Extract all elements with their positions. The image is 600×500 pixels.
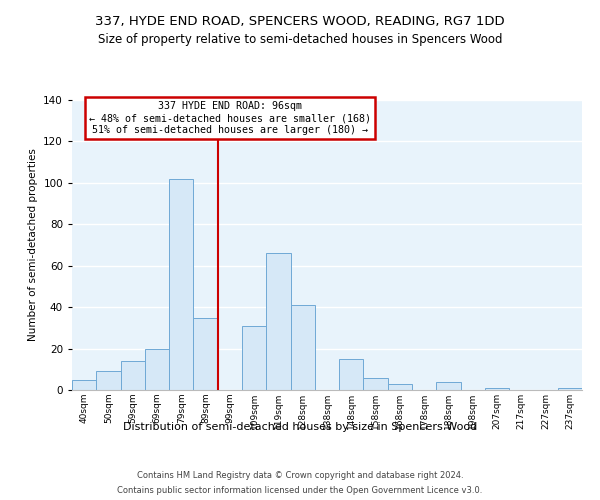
Bar <box>485 388 509 390</box>
Bar <box>388 384 412 390</box>
Bar <box>266 254 290 390</box>
Bar <box>242 326 266 390</box>
Bar <box>96 372 121 390</box>
Bar <box>436 382 461 390</box>
Bar <box>193 318 218 390</box>
Text: Distribution of semi-detached houses by size in Spencers Wood: Distribution of semi-detached houses by … <box>123 422 477 432</box>
Text: Size of property relative to semi-detached houses in Spencers Wood: Size of property relative to semi-detach… <box>98 32 502 46</box>
Bar <box>364 378 388 390</box>
Bar <box>290 305 315 390</box>
Text: 337 HYDE END ROAD: 96sqm
← 48% of semi-detached houses are smaller (168)
51% of : 337 HYDE END ROAD: 96sqm ← 48% of semi-d… <box>89 102 371 134</box>
Bar <box>121 361 145 390</box>
Text: 337, HYDE END ROAD, SPENCERS WOOD, READING, RG7 1DD: 337, HYDE END ROAD, SPENCERS WOOD, READI… <box>95 15 505 28</box>
Bar <box>169 178 193 390</box>
Bar <box>145 348 169 390</box>
Y-axis label: Number of semi-detached properties: Number of semi-detached properties <box>28 148 38 342</box>
Text: Contains public sector information licensed under the Open Government Licence v3: Contains public sector information licen… <box>118 486 482 495</box>
Text: Contains HM Land Registry data © Crown copyright and database right 2024.: Contains HM Land Registry data © Crown c… <box>137 471 463 480</box>
Bar <box>339 359 364 390</box>
Bar <box>558 388 582 390</box>
Bar <box>72 380 96 390</box>
